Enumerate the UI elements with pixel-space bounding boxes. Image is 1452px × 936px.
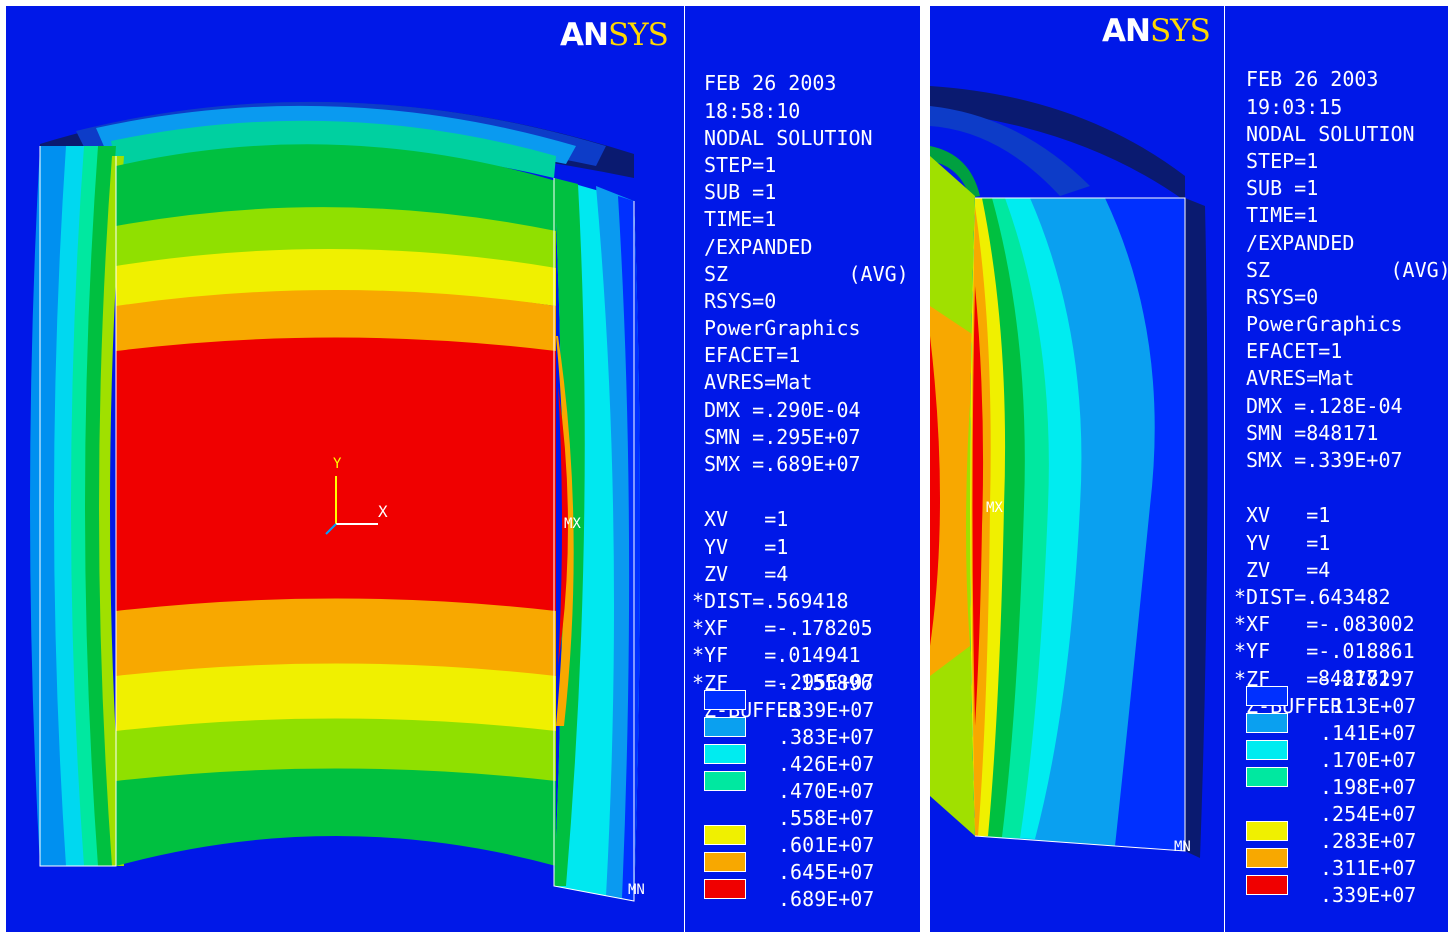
right-result-window: MX MN ANSYS FEB 26 2003 19:03:15 NODAL SOL… xyxy=(930,6,1448,932)
legend-swatch xyxy=(1246,875,1288,895)
axis-x-label: X xyxy=(378,502,388,521)
legend-swatch xyxy=(1246,686,1288,706)
legend-swatch xyxy=(704,744,746,764)
hollow-cylinder-model-right xyxy=(930,86,1208,858)
axis-y-label: Y xyxy=(333,456,342,472)
graphics-viewport-right[interactable]: MX MN ANSYS xyxy=(930,6,1225,932)
min-marker: MN xyxy=(628,882,645,898)
legend-swatch xyxy=(704,771,746,791)
min-marker: MN xyxy=(1174,839,1191,855)
solution-info-left: FEB 26 2003 18:58:10 NODAL SOLUTION STEP=1 S… xyxy=(704,71,909,477)
max-marker: MX xyxy=(564,516,581,532)
legend-swatch xyxy=(1246,740,1288,760)
legend-swatch xyxy=(704,852,746,872)
legend-min-value: 848171 xyxy=(1318,666,1391,690)
legend-swatch xyxy=(1246,713,1288,733)
left-result-window: Y X MX MN ANSYS FEB 26 2003 18:58:10 NODAL… xyxy=(6,6,920,932)
legend-swatch xyxy=(1246,821,1288,841)
legend-swatch xyxy=(704,879,746,899)
solution-info-right: FEB 26 2003 19:03:15 NODAL SOLUTION STEP=1 S… xyxy=(1246,67,1448,473)
max-marker: MX xyxy=(986,500,1003,516)
legend-swatch xyxy=(704,717,746,737)
hollow-cylinder-model-left xyxy=(30,101,640,902)
legend-min-value: .295E+07 xyxy=(778,670,875,694)
view-info-left: XV =1 YV =1 ZV =4 *DIST=.569418 *XF =-.17820… xyxy=(692,507,873,722)
legend-swatch xyxy=(704,825,746,845)
view-info-right: XV =1 YV =1 ZV =4 *DIST=.643482 *XF =-.08300… xyxy=(1234,503,1415,718)
legend-swatch xyxy=(1246,848,1288,868)
legend-swatch xyxy=(704,690,746,710)
ansys-logo: ANSYS xyxy=(560,17,669,53)
legend-swatch xyxy=(1246,767,1288,787)
ansys-logo: ANSYS xyxy=(1102,13,1211,49)
graphics-viewport-left[interactable]: Y X MX MN ANSYS xyxy=(6,6,685,932)
